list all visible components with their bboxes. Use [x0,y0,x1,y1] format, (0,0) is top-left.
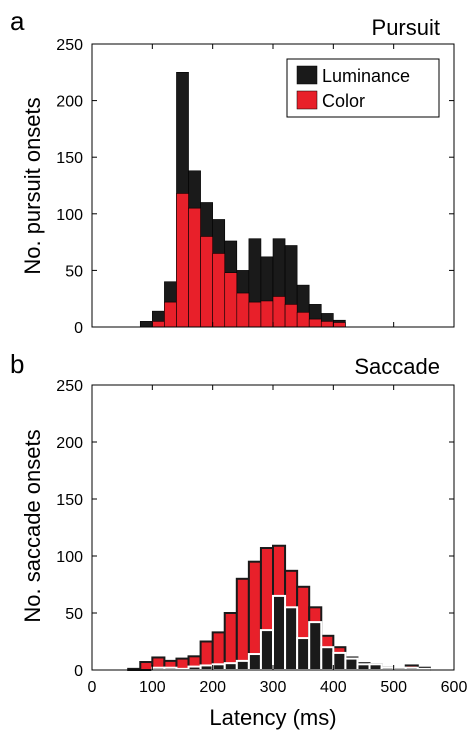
legend: Luminance Color [286,58,440,118]
saccade-color-bar-80 [139,661,154,672]
color-bar-140 [176,193,189,328]
panel-b-xtick-label-400: 400 [320,679,347,696]
panel-b-xtick-label-300: 300 [260,679,287,696]
luminance-bar-80 [139,321,153,328]
panel-a-label: a [10,6,25,36]
saccade-luminance-bar-280 [259,629,274,671]
saccade-luminance-bar-440 [356,663,371,671]
saccade-luminance-bar-240 [235,659,250,672]
panel-b: b Saccade No. saccade onsets 0 50 100 150 20… [10,349,467,730]
saccade-luminance-bar-360 [308,621,323,671]
color-bar-180 [200,236,213,328]
color-bar-280 [260,300,274,328]
panel-b-title: Saccade [354,354,440,379]
panel-a-title: Pursuit [372,15,440,40]
panel-b-ticks: 0 50 100 150 200 250 0 100 200 300 400 500 600 [56,378,467,696]
saccade-luminance-bar-300 [272,594,287,672]
panel-b-ylabel: No. saccade onsets [20,429,45,622]
panel-a-ylabel: No. pursuit onsets [20,97,45,274]
saccade-luminance-bar-160 [187,665,202,672]
color-bar-120 [164,301,177,328]
color-bar-360 [308,318,322,328]
color-bar-320 [284,304,298,328]
panel-b-ytick-label-100: 100 [56,549,83,566]
panel-b-ytick-label-150: 150 [56,492,83,509]
saccade-luminance-bar-460 [368,663,383,671]
color-bar-200 [212,253,226,328]
saccade-luminance-bar-320 [284,606,299,671]
saccade-luminance-bar-400 [332,651,347,672]
panel-a-ytick-label-0: 0 [74,320,83,337]
panel-b-xtick-label-100: 100 [139,679,166,696]
color-bar-240 [236,292,250,328]
panel-a-ytick-label-150: 150 [56,150,83,167]
panel-a: a Pursuit No. pursuit onsets 0 50 100 150 20… [10,6,455,337]
panel-b-xtick-label-200: 200 [199,679,226,696]
panel-b-ytick-label-50: 50 [65,606,83,623]
panel-b-ytick-label-200: 200 [56,435,83,452]
saccade-luminance-bar-220 [223,662,238,671]
color-bar-220 [224,272,238,328]
panel-a-ytick-label-50: 50 [65,263,83,280]
panel-a-ytick-label-200: 200 [56,94,83,111]
panel-b-xlabel: Latency (ms) [209,705,336,730]
panel-b-ytick-label-0: 0 [74,663,83,680]
color-bar-300 [272,296,286,328]
saccade-color-bar-240 [235,577,250,671]
color-bar-160 [188,207,201,328]
panel-a-ticks: 0 50 100 150 200 250 [56,37,454,337]
color-bar-340 [296,311,310,328]
panel-b-bars [127,544,431,672]
panel-a-bars [139,72,346,328]
panel-b-label: b [10,349,24,379]
panel-a-ytick-label-250: 250 [56,37,83,54]
legend-label-color: Color [322,91,365,111]
panel-a-ytick-label-100: 100 [56,207,83,224]
panel-b-xtick-label-0: 0 [88,679,97,696]
color-bar-100 [152,321,165,328]
saccade-luminance-bar-340 [296,637,311,672]
panel-b-xtick-label-600: 600 [441,679,468,696]
legend-label-luminance: Luminance [322,66,410,86]
saccade-color-bar-220 [223,612,238,671]
color-bar-380 [320,321,334,328]
legend-swatch-luminance [296,65,318,85]
color-bar-260 [248,301,262,328]
panel-b-xtick-label-500: 500 [380,679,407,696]
saccade-luminance-bar-200 [211,663,226,671]
saccade-luminance-bar-380 [320,646,335,672]
saccade-luminance-bar-420 [344,657,359,671]
panel-b-ytick-label-250: 250 [56,378,83,395]
color-bar-400 [333,322,346,328]
saccade-luminance-bar-180 [199,664,214,672]
legend-swatch-color [296,90,318,110]
saccade-luminance-bar-260 [247,653,262,671]
